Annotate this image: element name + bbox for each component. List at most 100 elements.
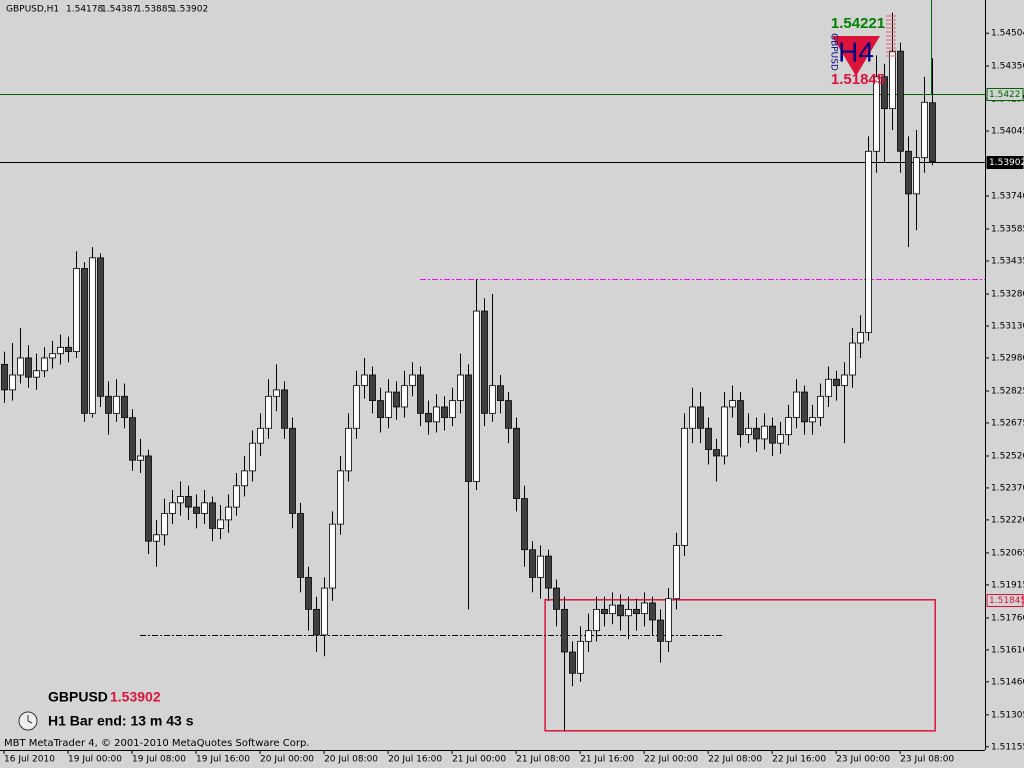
candle-body [913, 157, 920, 195]
candle-body [209, 502, 216, 529]
candle-body [121, 395, 128, 419]
header-symbol: GBPUSD,H1 [6, 5, 59, 15]
indicator-high: 1.54221 [831, 15, 885, 32]
candle-body [409, 374, 416, 387]
candle-body [289, 427, 296, 514]
candle-body [49, 353, 56, 359]
candle-body [105, 395, 112, 414]
candle-body [465, 374, 472, 482]
x-tick-label: 20 Jul 08:00 [324, 755, 378, 765]
candle-body [41, 357, 48, 372]
candle-body [177, 496, 184, 504]
candle-body [873, 76, 880, 152]
candle-body [849, 342, 856, 376]
y-tick-label: 1.53740 [991, 192, 1024, 202]
candle-body [577, 640, 584, 674]
candle-body [809, 417, 816, 423]
candle-body [97, 257, 104, 397]
plot-area [0, 12, 985, 732]
x-tick-label: 22 Jul 16:00 [772, 755, 826, 765]
x-tick-label: 22 Jul 00:00 [644, 755, 698, 765]
candle-body [369, 374, 376, 401]
candle-body [753, 427, 760, 440]
y-tick-label: 1.52520 [991, 451, 1024, 461]
candle-body [505, 400, 512, 429]
x-tick-label: 19 Jul 08:00 [132, 755, 186, 765]
x-tick-label: 23 Jul 00:00 [836, 755, 890, 765]
candle-body [777, 434, 784, 444]
price-tag-label: 1.51845 [989, 596, 1024, 606]
info-price: 1.53902 [110, 689, 161, 705]
candle-body [721, 406, 728, 457]
candle-body [89, 257, 96, 414]
candle-body [649, 602, 656, 621]
candle-body [81, 268, 88, 414]
candle-body [217, 519, 224, 529]
y-tick-label: 1.51155 [991, 742, 1024, 752]
candle-body [665, 598, 672, 642]
candle-body [233, 485, 240, 508]
candle-body [641, 602, 648, 615]
range-box [544, 599, 936, 732]
x-tick-label: 20 Jul 16:00 [388, 755, 442, 765]
candle-body [785, 417, 792, 436]
candle-body [193, 506, 200, 514]
copyright: MBT MetaTrader 4, © 2001-2010 MetaQuotes… [4, 738, 309, 749]
candle-body [569, 651, 576, 674]
candle-body [161, 513, 168, 536]
x-tick-label: 21 Jul 08:00 [516, 755, 570, 765]
x-tick-label: 22 Jul 08:00 [708, 755, 762, 765]
candle-body [273, 389, 280, 397]
candle-body [793, 391, 800, 419]
candle-body [513, 427, 520, 499]
candle-body [681, 427, 688, 546]
y-tick-label: 1.52065 [991, 548, 1024, 558]
candle-body [145, 455, 152, 542]
candle-body [265, 395, 272, 429]
candle-body [737, 400, 744, 436]
price-tag-label: 1.53902 [989, 158, 1024, 168]
indicator-timeframe: H4 [838, 36, 874, 67]
candle-body [489, 385, 496, 414]
candle-body [729, 400, 736, 408]
candle-body [241, 470, 248, 487]
candle-body [201, 502, 208, 514]
candle-body [697, 406, 704, 429]
candle-body [25, 357, 32, 378]
candle-body [657, 619, 664, 642]
candle-body [929, 102, 936, 162]
candle-body [761, 425, 768, 440]
candle-body [625, 608, 632, 617]
candle-body [393, 391, 400, 408]
clock-icon [18, 711, 38, 731]
candle-body [633, 608, 640, 615]
price-tag [986, 594, 1024, 607]
candle-body [889, 50, 896, 110]
x-tick-label: 20 Jul 00:00 [260, 755, 314, 765]
candle-body [345, 427, 352, 472]
y-tick-label: 1.51760 [991, 613, 1024, 623]
candle-body [385, 391, 392, 419]
candle-body [841, 374, 848, 387]
candle-body [433, 406, 440, 423]
candle-body [857, 331, 864, 344]
candle-body [17, 357, 24, 376]
candle-body [313, 608, 320, 636]
candle-body [457, 374, 464, 401]
candle-body [617, 604, 624, 617]
candle-body [137, 455, 144, 461]
candle-body [529, 549, 536, 578]
candle-body [57, 346, 64, 355]
candle-body [673, 545, 680, 600]
y-tick-label: 1.52825 [991, 386, 1024, 396]
y-tick-label: 1.54350 [991, 62, 1024, 72]
candle-body [377, 400, 384, 419]
candle-body [585, 630, 592, 642]
header-close: 1.53902 [171, 5, 208, 15]
header-open: 1.54178 [66, 5, 103, 15]
candle-body [481, 310, 488, 414]
candle-body [537, 555, 544, 578]
candle-body [329, 523, 336, 589]
candle-body [337, 470, 344, 525]
price-tag-label: 1.5422 [989, 90, 1021, 100]
